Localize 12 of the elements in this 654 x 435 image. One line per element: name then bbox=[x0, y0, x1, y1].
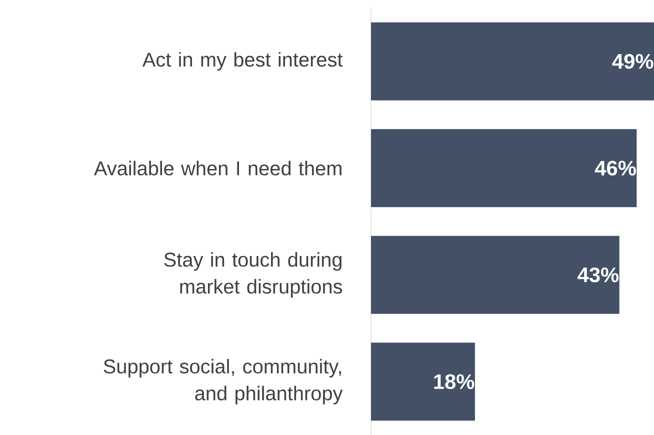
data-label: 43% bbox=[578, 267, 619, 282]
bar bbox=[371, 236, 620, 314]
y-tick-label: Stay in touch during market disruptions bbox=[164, 252, 342, 298]
bar bbox=[371, 22, 654, 100]
y-tick-label: Act in my best interest bbox=[142, 52, 343, 71]
data-label: 46% bbox=[594, 160, 636, 176]
bar bbox=[371, 129, 637, 208]
bar bbox=[371, 342, 475, 421]
y-tick-label: Available when I need them bbox=[94, 160, 342, 176]
data-label: 18% bbox=[434, 374, 474, 390]
data-label: 49% bbox=[612, 54, 654, 69]
y-tick-label: Support social, community, and philanthropy bbox=[104, 358, 343, 404]
